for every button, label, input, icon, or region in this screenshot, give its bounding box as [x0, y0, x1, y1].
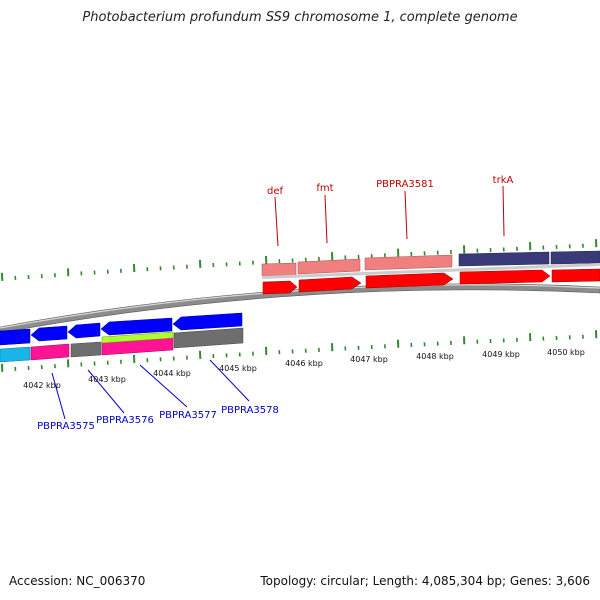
gene-arrow-pbpra3576[interactable]	[30, 325, 68, 342]
leader-line-pbpra3578	[209, 359, 250, 402]
feature-fmt[interactable]	[297, 258, 361, 275]
leader-line-pbpra3576	[87, 369, 125, 414]
gene-label-pbpra3581[interactable]: PBPRA3581	[376, 179, 434, 190]
leader-line-pbpra3581	[404, 190, 408, 240]
scale-label: 4046 kbp	[285, 359, 323, 368]
gene-arrow-def[interactable]	[262, 280, 298, 295]
forward-gene-row	[262, 268, 600, 295]
reverse-gene-row	[0, 312, 243, 346]
reverse-scale-ticks	[1, 330, 598, 372]
topology-summary: Topology: circular; Length: 4,085,304 bp…	[260, 574, 590, 588]
leader-line-pbpra3577	[139, 364, 188, 408]
feature-green-top	[101, 331, 174, 344]
map-title: Photobacterium profundum SS9 chromosome …	[82, 10, 518, 25]
leader-line-trka	[502, 185, 505, 237]
leader-line-fmt	[324, 194, 328, 244]
gene-arrow-pbpra3575[interactable]	[0, 328, 31, 346]
scale-label: 4045 kbp	[219, 364, 257, 373]
leader-line-pbpra3575	[51, 372, 66, 420]
scale-label: 4044 kbp	[153, 369, 191, 378]
gene-label-pbpra3577[interactable]: PBPRA3577	[159, 410, 217, 421]
gene-arrow-pbpra3581[interactable]	[365, 272, 454, 289]
scale-label: 4043 kbp	[88, 375, 126, 384]
scale-label: 4050 kbp	[547, 348, 585, 357]
gene-label-fmt[interactable]: fmt	[316, 183, 333, 194]
feature-def[interactable]	[261, 262, 297, 277]
gene-arrow-next[interactable]	[551, 268, 600, 283]
feature-grey-a[interactable]	[70, 341, 102, 358]
feature-magenta[interactable]	[30, 343, 70, 361]
gene-label-trka[interactable]: trkA	[493, 175, 514, 186]
forward-gene-labels: def fmt PBPRA3581 trkA	[267, 175, 514, 247]
scale-label: 4049 kbp	[482, 350, 520, 359]
reverse-feature-row	[0, 327, 244, 363]
scale-labels: 4042 kbp 4043 kbp 4044 kbp 4045 kbp 4046…	[23, 348, 585, 390]
gene-arrow-fmt[interactable]	[298, 276, 362, 293]
feature-trka[interactable]	[458, 251, 550, 267]
gene-arrow-trka[interactable]	[459, 269, 551, 285]
gene-arrow-pbpra3578[interactable]	[172, 312, 243, 331]
scale-label: 4042 kbp	[23, 381, 61, 390]
leader-line-def	[274, 196, 279, 247]
forward-feature-row	[261, 250, 600, 279]
gene-label-def[interactable]: def	[267, 186, 284, 197]
gene-arrow-pbpra3577b[interactable]	[100, 317, 173, 336]
gene-label-pbpra3575[interactable]: PBPRA3575	[37, 421, 95, 432]
feature-cyan[interactable]	[0, 346, 31, 363]
accession-text: Accession: NC_006370	[9, 574, 146, 588]
reverse-gene-labels: PBPRA3575 PBPRA3576 PBPRA3577 PBPRA3578	[37, 359, 279, 432]
feature-next[interactable]	[550, 250, 600, 265]
scale-label: 4048 kbp	[416, 352, 454, 361]
feature-grey-b[interactable]	[173, 327, 244, 349]
scale-label: 4047 kbp	[350, 355, 388, 364]
feature-pbpra3581[interactable]	[364, 254, 453, 271]
gene-label-pbpra3578[interactable]: PBPRA3578	[221, 405, 279, 416]
gene-label-pbpra3576[interactable]: PBPRA3576	[96, 415, 154, 426]
forward-scale-ticks	[1, 239, 598, 281]
feature-shadow	[262, 263, 600, 279]
gene-arrow-pbpra3577a[interactable]	[67, 322, 101, 339]
